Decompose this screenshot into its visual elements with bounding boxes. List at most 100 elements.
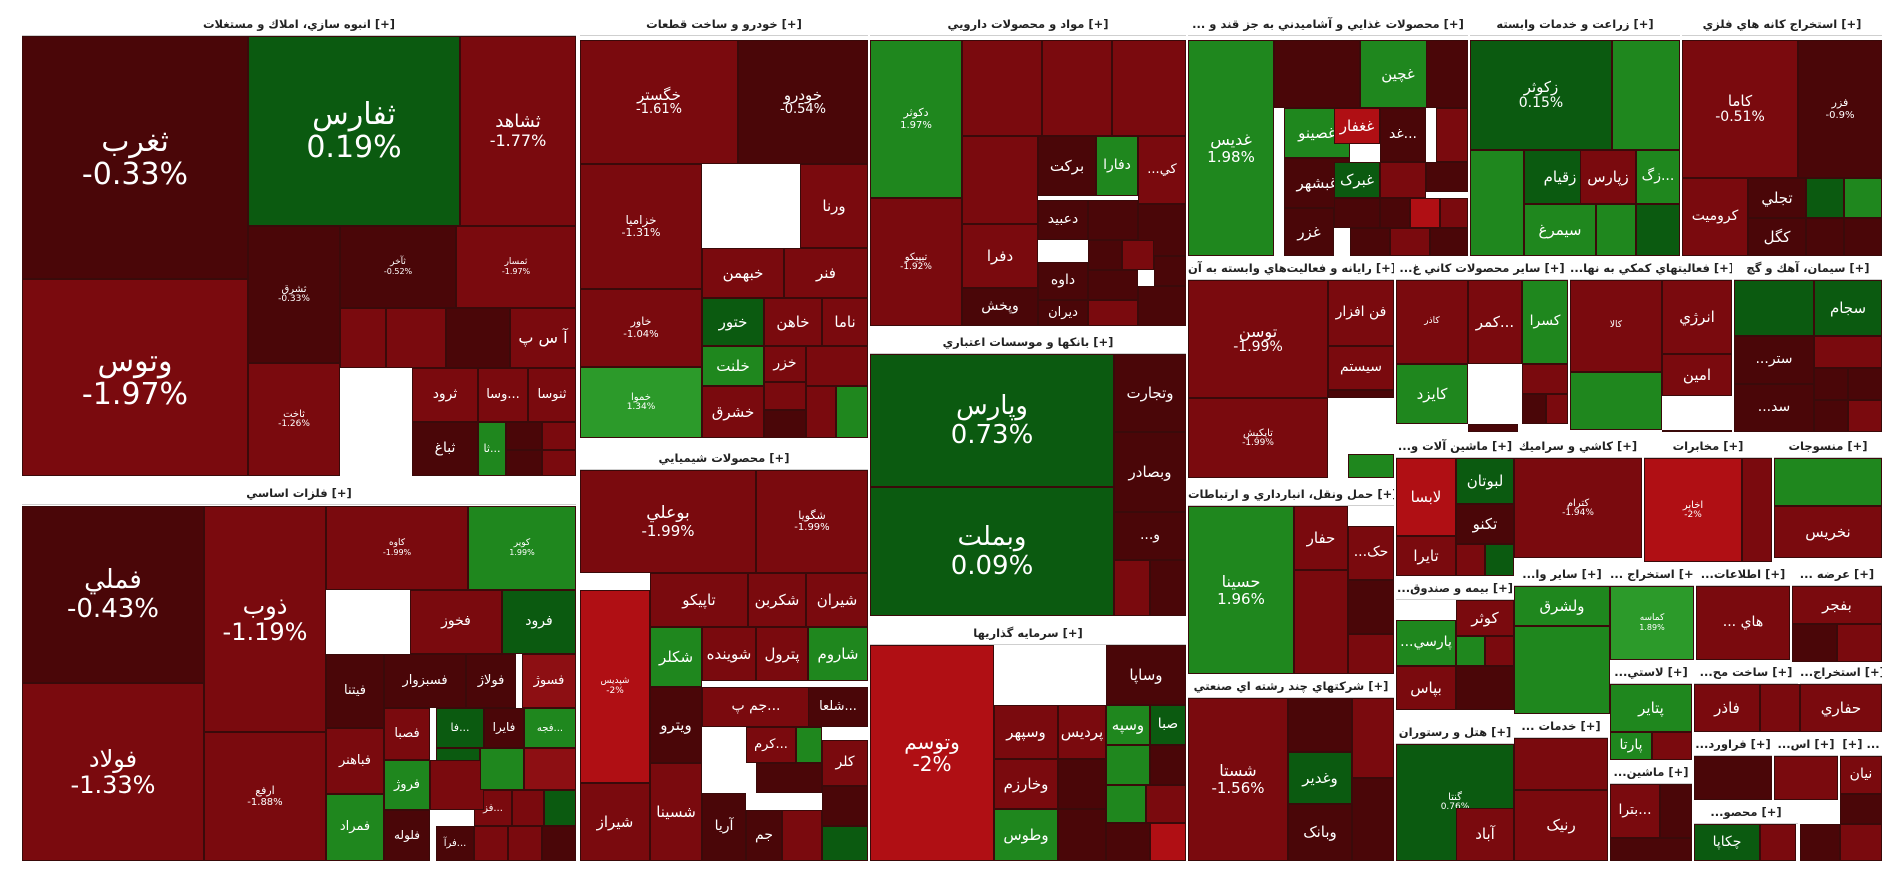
stock-tile-small[interactable] (756, 763, 822, 793)
stock-tile[interactable]: کماسه 1.89% (1610, 586, 1694, 660)
stock-tile[interactable]: صبا (1150, 705, 1186, 745)
stock-tile[interactable]: حفاري (1800, 684, 1882, 732)
stock-tile-small[interactable] (806, 346, 868, 386)
sector-header[interactable]: بانكها و موسسات اعتباري [+] (870, 330, 1186, 354)
stock-tile-small[interactable] (782, 810, 822, 861)
sector-header[interactable]: ... استخراج [+] (1610, 562, 1694, 586)
stock-tile-small[interactable] (1806, 218, 1844, 256)
stock-tile[interactable]: ثاخت -1.26% (248, 363, 340, 476)
sector-header[interactable]: ...بیمه و صندوق [+] (1396, 576, 1514, 600)
stock-tile[interactable]: غغفار (1334, 108, 1380, 144)
stock-tile[interactable]: فولاژ (466, 654, 516, 708)
stock-tile-small[interactable] (1662, 430, 1732, 432)
stock-tile-small[interactable] (1348, 580, 1394, 634)
stock-tile[interactable]: فسبزوار (384, 654, 466, 708)
stock-tile-small[interactable] (1660, 784, 1692, 838)
stock-tile[interactable]: شاروم (808, 627, 868, 681)
stock-tile-small[interactable] (1610, 838, 1692, 861)
stock-tile-small[interactable] (474, 826, 508, 861)
stock-tile[interactable]: شسینا (650, 763, 702, 861)
sector-header[interactable]: سرمايه گذاريها [+] (870, 621, 1186, 645)
stock-tile-small[interactable] (1468, 424, 1518, 432)
stock-tile-small[interactable] (1814, 368, 1848, 400)
stock-tile-small[interactable] (446, 308, 510, 368)
stock-tile[interactable]: وطوس (994, 809, 1058, 861)
stock-tile-small[interactable] (506, 450, 542, 476)
stock-tile[interactable]: ذوب -1.19% (204, 506, 326, 732)
stock-tile[interactable]: خموا 1.34% (580, 367, 702, 438)
stock-tile[interactable]: نیان (1840, 756, 1882, 794)
stock-tile-small[interactable] (1146, 785, 1186, 823)
sector-header[interactable]: هتل و رستوران [+] (1396, 720, 1514, 744)
stock-tile-small[interactable] (1456, 544, 1485, 576)
stock-tile[interactable]: زگ... (1636, 150, 1680, 204)
stock-tile[interactable]: ثنوسا (528, 368, 576, 422)
sector-header[interactable]: ... محصولات غذايي و آشاميدني به جز قند و… (1188, 12, 1468, 36)
stock-tile[interactable]: وساپا (1106, 645, 1186, 705)
stock-tile-small[interactable] (1274, 40, 1360, 108)
stock-tile-small[interactable] (1348, 454, 1394, 478)
sector-header[interactable]: ...ماشين آلات و [+] (1396, 434, 1514, 458)
stock-tile-small[interactable] (764, 410, 806, 438)
sector-header[interactable]: ...فعاليتهاي كمكي به نها [+] (1570, 256, 1732, 280)
stock-tile-small[interactable] (1774, 458, 1882, 506)
stock-tile-small[interactable] (1840, 794, 1882, 824)
stock-tile[interactable]: داوه (1038, 262, 1088, 300)
stock-tile[interactable]: سیمرغ (1524, 204, 1596, 256)
stock-tile[interactable]: وبملت 0.09% (870, 487, 1114, 616)
stock-tile[interactable]: خزامیا -1.31% (580, 164, 702, 289)
stock-tile-small[interactable] (506, 422, 542, 450)
stock-tile-small[interactable] (1352, 698, 1394, 778)
stock-tile-small[interactable] (1150, 823, 1186, 861)
stock-tile[interactable]: رنیک (1514, 790, 1608, 861)
sector-header[interactable]: ...اس [+] (1774, 732, 1838, 756)
stock-tile-small[interactable] (1288, 698, 1352, 752)
stock-tile-small[interactable] (1294, 570, 1348, 674)
stock-tile-small[interactable] (542, 826, 576, 861)
stock-tile[interactable]: برکت (1038, 136, 1096, 196)
stock-tile[interactable]: ویترو (650, 687, 702, 763)
sector-header[interactable]: ...فراورد [+] (1694, 732, 1772, 756)
sector-header[interactable]: ...سایر محصولات كاني غ [+] (1396, 256, 1568, 280)
stock-tile[interactable]: فایرا (484, 708, 524, 748)
stock-tile[interactable]: تایرا (1396, 536, 1456, 576)
stock-tile[interactable]: ولشرق (1514, 586, 1610, 626)
stock-tile[interactable]: ...ستر (1734, 336, 1814, 384)
sector-header[interactable]: مخابرات [+] (1644, 434, 1772, 458)
stock-tile-small[interactable] (1848, 400, 1882, 432)
stock-tile-small[interactable] (1814, 400, 1848, 432)
stock-tile-small[interactable] (480, 748, 524, 790)
stock-tile[interactable]: غدیس 1.98% (1188, 40, 1274, 256)
stock-tile[interactable]: غزر (1284, 208, 1334, 256)
stock-tile-small[interactable] (1806, 178, 1844, 218)
stock-tile-small[interactable] (1390, 228, 1430, 256)
stock-tile[interactable]: دعبید (1038, 200, 1088, 240)
stock-tile[interactable]: سیستم (1328, 346, 1394, 390)
sector-header[interactable]: فلزات اساسي [+] (22, 481, 576, 505)
stock-tile[interactable]: وبصادر (1114, 432, 1186, 512)
stock-tile[interactable]: فباهنر (326, 728, 384, 794)
stock-tile-small[interactable] (1612, 40, 1680, 150)
stock-tile[interactable]: وتجارت (1114, 354, 1186, 432)
stock-tile[interactable]: کترام -1.94% (1514, 458, 1642, 558)
stock-tile[interactable]: خاهن (764, 298, 822, 346)
stock-tile[interactable]: ... هاي (1696, 586, 1790, 660)
stock-tile[interactable]: وتوسم -2% (870, 645, 994, 861)
stock-tile[interactable]: حسینا 1.96% (1188, 506, 1294, 674)
sector-header[interactable]: كاشي و سراميك [+] (1514, 434, 1642, 458)
stock-tile-small[interactable] (836, 386, 868, 438)
stock-tile-small[interactable] (1154, 256, 1186, 286)
stock-tile-small[interactable] (1042, 40, 1112, 136)
stock-tile[interactable]: وبانک (1288, 804, 1352, 861)
stock-tile[interactable]: کالا (1570, 280, 1662, 372)
stock-tile[interactable]: بوعلي -1.99% (580, 470, 756, 573)
stock-tile[interactable]: فن افزار (1328, 280, 1394, 346)
stock-tile-small[interactable] (386, 308, 446, 368)
stock-tile[interactable]: خشرق (702, 386, 764, 438)
stock-tile[interactable]: خاور -1.04% (580, 289, 702, 367)
stock-tile[interactable]: ثا... (478, 422, 506, 476)
stock-tile-small[interactable] (1522, 364, 1568, 394)
stock-tile[interactable]: شگویا -1.99% (756, 470, 868, 573)
stock-tile[interactable]: ثشاهد -1.77% (460, 36, 576, 226)
stock-tile[interactable]: کاذر (1396, 280, 1468, 364)
